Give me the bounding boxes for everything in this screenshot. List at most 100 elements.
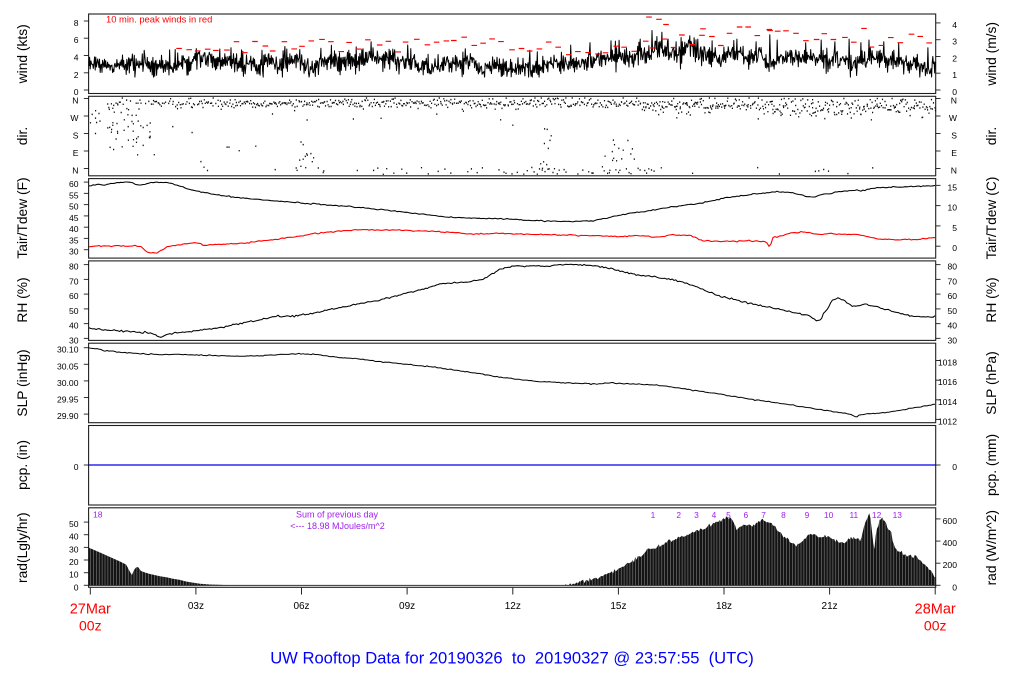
svg-text:Tair/Tdew (F): Tair/Tdew (F)	[15, 177, 30, 258]
svg-text:21z: 21z	[822, 601, 838, 612]
svg-text:40: 40	[947, 321, 957, 331]
svg-text:80: 80	[69, 262, 79, 272]
svg-text:40: 40	[69, 532, 79, 542]
svg-text:N: N	[72, 96, 78, 106]
svg-text:1016: 1016	[938, 377, 957, 387]
svg-text:UW Rooftop Data for 20190326: UW Rooftop Data for 20190326 to 20190327…	[270, 649, 754, 668]
svg-text:N: N	[951, 166, 957, 176]
svg-text:SLP (inHg): SLP (inHg)	[15, 349, 30, 416]
svg-text:0: 0	[74, 462, 79, 472]
svg-text:4: 4	[952, 20, 957, 30]
svg-text:40: 40	[69, 321, 79, 331]
svg-text:pcp. (mm): pcp. (mm)	[984, 434, 999, 496]
svg-text:dir.: dir.	[15, 127, 30, 145]
svg-text:29.95: 29.95	[57, 395, 79, 405]
svg-text:70: 70	[69, 276, 79, 286]
svg-text:5: 5	[726, 510, 731, 520]
svg-text:70: 70	[947, 276, 957, 286]
svg-text:rad(Lgly/hr): rad(Lgly/hr)	[15, 512, 30, 583]
svg-text:60: 60	[947, 291, 957, 301]
svg-text:400: 400	[943, 538, 958, 548]
svg-text:200: 200	[943, 560, 958, 570]
svg-text:27Mar: 27Mar	[70, 602, 111, 618]
svg-text:6: 6	[743, 510, 748, 520]
svg-text:50: 50	[69, 202, 79, 212]
svg-text:35: 35	[69, 235, 79, 245]
svg-text:06z: 06z	[293, 601, 309, 612]
svg-text:rad (W/m^2): rad (W/m^2)	[984, 510, 999, 585]
svg-text:W: W	[949, 113, 958, 123]
svg-text:09z: 09z	[399, 601, 415, 612]
svg-text:60: 60	[69, 291, 79, 301]
svg-text:15: 15	[947, 182, 957, 192]
svg-text:50: 50	[69, 306, 79, 316]
svg-text:RH (%): RH (%)	[984, 277, 999, 322]
svg-text:2: 2	[952, 54, 957, 64]
svg-text:18: 18	[93, 510, 103, 520]
svg-text:5: 5	[952, 223, 957, 233]
svg-text:0: 0	[74, 582, 79, 592]
svg-text:60: 60	[69, 179, 79, 189]
svg-text:30: 30	[69, 335, 79, 345]
svg-text:S: S	[73, 131, 79, 141]
svg-text:45: 45	[69, 213, 79, 223]
svg-text:7: 7	[761, 510, 766, 520]
svg-text:1014: 1014	[938, 397, 957, 407]
svg-text:11: 11	[849, 510, 858, 520]
svg-text:9: 9	[805, 510, 810, 520]
svg-text:dir.: dir.	[984, 127, 999, 145]
svg-text:1: 1	[651, 510, 656, 520]
svg-text:1: 1	[952, 70, 957, 80]
svg-text:3: 3	[952, 37, 957, 47]
svg-text:10: 10	[824, 510, 834, 520]
svg-text:N: N	[72, 166, 78, 176]
svg-text:3: 3	[694, 510, 699, 520]
svg-text:W: W	[70, 113, 79, 123]
svg-text:29.90: 29.90	[57, 411, 79, 421]
svg-text:pcp. (in): pcp. (in)	[15, 440, 30, 490]
svg-text:30: 30	[69, 544, 79, 554]
svg-text:Tair/Tdew (C): Tair/Tdew (C)	[984, 177, 999, 260]
svg-text:0: 0	[952, 243, 957, 253]
svg-text:0: 0	[952, 582, 957, 592]
svg-text:Sum of previous day: Sum of previous day	[296, 510, 379, 520]
svg-text:2: 2	[74, 70, 79, 80]
svg-text:55: 55	[69, 190, 79, 200]
svg-text:03z: 03z	[188, 601, 204, 612]
svg-text:1018: 1018	[938, 358, 957, 368]
svg-text:8: 8	[74, 18, 79, 28]
svg-text:20: 20	[69, 557, 79, 567]
svg-text:30.00: 30.00	[57, 378, 79, 388]
svg-text:12z: 12z	[505, 601, 521, 612]
svg-text:50: 50	[947, 306, 957, 316]
svg-text:0: 0	[952, 462, 957, 472]
svg-text:12: 12	[872, 510, 882, 520]
svg-text:4: 4	[712, 510, 717, 520]
svg-text:S: S	[951, 131, 957, 141]
svg-text:600: 600	[943, 516, 958, 526]
svg-text:00z: 00z	[924, 618, 947, 634]
svg-text:50: 50	[69, 519, 79, 529]
svg-text:wind (kts): wind (kts)	[15, 24, 30, 84]
svg-text:30.05: 30.05	[57, 361, 79, 371]
svg-text:wind (m/s): wind (m/s)	[984, 22, 999, 87]
svg-text:0: 0	[74, 87, 79, 97]
svg-text:E: E	[73, 148, 79, 158]
svg-text:30: 30	[69, 247, 79, 257]
svg-text:8: 8	[781, 510, 786, 520]
svg-text:13: 13	[893, 510, 903, 520]
svg-text:40: 40	[69, 224, 79, 234]
svg-text:10 min. peak winds in red: 10 min. peak winds in red	[106, 14, 212, 25]
svg-text:30.10: 30.10	[57, 345, 79, 355]
svg-text:SLP (hPa): SLP (hPa)	[984, 351, 999, 414]
svg-text:28Mar: 28Mar	[915, 602, 956, 618]
svg-text:<--- 18.98 MJoules/m^2: <--- 18.98 MJoules/m^2	[290, 521, 385, 531]
svg-text:E: E	[951, 148, 957, 158]
svg-text:6: 6	[74, 35, 79, 45]
svg-text:18z: 18z	[716, 601, 732, 612]
svg-text:RH (%): RH (%)	[15, 277, 30, 322]
svg-text:2: 2	[676, 510, 681, 520]
svg-text:30: 30	[947, 335, 957, 345]
svg-text:15z: 15z	[610, 601, 626, 612]
svg-text:00z: 00z	[79, 618, 102, 634]
